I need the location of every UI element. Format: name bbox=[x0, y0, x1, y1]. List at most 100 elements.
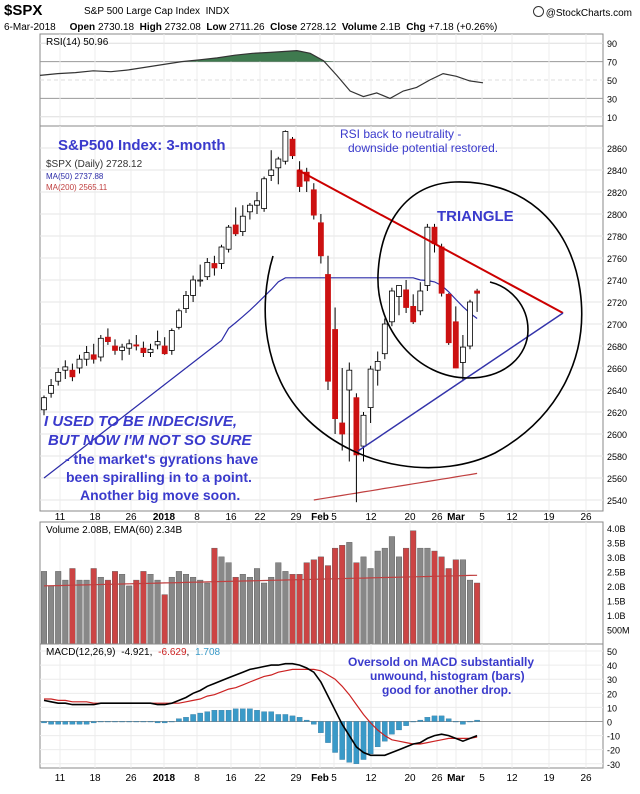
x-tick-label: 19 bbox=[543, 512, 555, 523]
candle-body bbox=[445, 293, 452, 344]
histogram-bar bbox=[98, 721, 104, 723]
histogram-bar bbox=[367, 721, 374, 755]
price-tick-label: 2860 bbox=[607, 144, 627, 154]
candle-body bbox=[55, 371, 62, 382]
histogram-bar bbox=[190, 714, 196, 722]
x-tick-label: 2018 bbox=[153, 773, 176, 784]
price-tick-label: 2600 bbox=[607, 430, 627, 440]
rsi-grid bbox=[40, 34, 603, 126]
histogram-bar bbox=[403, 721, 409, 726]
histogram-bar bbox=[76, 721, 83, 725]
volume-bar bbox=[474, 582, 481, 645]
histogram-bar bbox=[112, 721, 118, 723]
candle-body bbox=[175, 310, 182, 328]
x-tick-label: 22 bbox=[254, 773, 266, 784]
x-tick-label: 16 bbox=[225, 773, 237, 784]
ma200-legend: MA(200) 2565.11 bbox=[46, 183, 108, 192]
candle-body bbox=[396, 285, 402, 297]
volume-bar bbox=[246, 576, 253, 645]
histogram-bar bbox=[41, 721, 47, 724]
price-tick-label: 2820 bbox=[607, 188, 627, 198]
volume-bar bbox=[225, 562, 232, 645]
volume-bar bbox=[410, 530, 417, 645]
volume-tick-label: 500M bbox=[607, 625, 630, 635]
macd-tick-label: 20 bbox=[607, 689, 617, 699]
candle-body bbox=[254, 200, 260, 206]
bottom-x-ticks: 11 18 26 2018 8 16 22 29 Feb 5 12 20 26 Mar 5 12 19 26 bbox=[55, 773, 592, 784]
candle-body bbox=[239, 215, 246, 232]
volume-bar bbox=[388, 536, 395, 645]
copyright-text: @StockCharts.com bbox=[545, 8, 632, 19]
volume-bar bbox=[83, 579, 90, 645]
histogram-bar bbox=[445, 718, 452, 722]
volume-bar bbox=[396, 556, 403, 645]
volume-ema-line bbox=[43, 574, 478, 587]
histogram-bar bbox=[261, 711, 267, 722]
histogram-bar bbox=[69, 721, 76, 725]
histogram-bar bbox=[90, 721, 97, 724]
volume-bar bbox=[303, 562, 310, 645]
histogram-bar bbox=[232, 708, 239, 722]
volume-bar bbox=[119, 574, 126, 645]
histogram-bar bbox=[176, 718, 182, 722]
rsi-overbought-fill bbox=[40, 50, 483, 62]
price-tick-label: 2760 bbox=[607, 254, 627, 264]
volume-bar bbox=[289, 574, 296, 645]
macd-tick-label: -30 bbox=[607, 760, 620, 770]
price-tick-label: 2620 bbox=[607, 408, 627, 418]
volume-bar bbox=[253, 568, 260, 645]
candle-body bbox=[410, 305, 417, 323]
candle-body bbox=[360, 414, 367, 447]
volume-bar bbox=[445, 568, 452, 645]
x-tick-label: 19 bbox=[543, 773, 555, 784]
histogram-bar bbox=[211, 710, 218, 722]
volume-bar bbox=[90, 568, 97, 645]
x-tick-label: Mar bbox=[447, 773, 465, 784]
macd-tick-label: 0 bbox=[607, 718, 612, 728]
histogram-bar bbox=[62, 721, 69, 725]
rsi-panel: 90 70 50 30 10 RSI(14) 50.96 bbox=[39, 33, 617, 127]
x-tick-label: 5 bbox=[479, 512, 485, 523]
macd-tick-label: 30 bbox=[607, 675, 617, 685]
volume-bar bbox=[104, 579, 111, 645]
close-value: 2728.12 bbox=[300, 22, 337, 33]
candle-body bbox=[97, 337, 104, 358]
price-tick-label: 2840 bbox=[607, 166, 627, 176]
macd-tick-label: -10 bbox=[607, 732, 620, 742]
candle-body bbox=[367, 368, 374, 409]
copyright[interactable]: @StockCharts.com bbox=[532, 6, 632, 19]
histogram-bar bbox=[140, 721, 147, 723]
candle-body bbox=[452, 321, 459, 369]
volume-bar bbox=[317, 556, 324, 645]
volume-bar bbox=[353, 562, 360, 645]
quote-line: 6-Mar-2018 Open 2730.18 High 2732.08 Low… bbox=[4, 22, 497, 33]
histogram-bar bbox=[296, 717, 303, 722]
volume-bars bbox=[41, 530, 481, 645]
histogram-bar bbox=[431, 715, 438, 722]
annotation-rsi-1: RSI back to neutrality - bbox=[340, 127, 461, 141]
volume-bar bbox=[374, 550, 381, 645]
x-tick-label: Feb bbox=[311, 512, 329, 523]
candle-body bbox=[438, 246, 445, 294]
candle-body bbox=[374, 360, 381, 371]
macd-legend: MACD(12,26,9) -4.921, -6.629, 1.708 bbox=[46, 647, 221, 658]
price-tick-label: 2640 bbox=[607, 386, 627, 396]
price-tick-label: 2580 bbox=[607, 452, 627, 462]
candle-body bbox=[289, 138, 296, 157]
volume-bar bbox=[424, 547, 431, 645]
histogram-bar bbox=[240, 708, 246, 722]
candle-body bbox=[310, 189, 317, 216]
volume-bar bbox=[154, 579, 161, 645]
x-tick-label: 26 bbox=[580, 512, 592, 523]
ma50-line bbox=[43, 277, 478, 479]
price-frame bbox=[39, 125, 604, 512]
volume-bar bbox=[147, 574, 154, 645]
histogram-bar bbox=[318, 721, 324, 733]
histogram-bar bbox=[474, 719, 480, 722]
candle-body bbox=[161, 345, 168, 355]
volume-bar bbox=[41, 571, 48, 645]
rsi-legend: RSI(14) 50.96 bbox=[46, 37, 109, 48]
annotation-gyrations-3: Another big move soon. bbox=[80, 487, 240, 503]
x-tick-label: 29 bbox=[290, 512, 302, 523]
volume-bar bbox=[190, 576, 197, 645]
